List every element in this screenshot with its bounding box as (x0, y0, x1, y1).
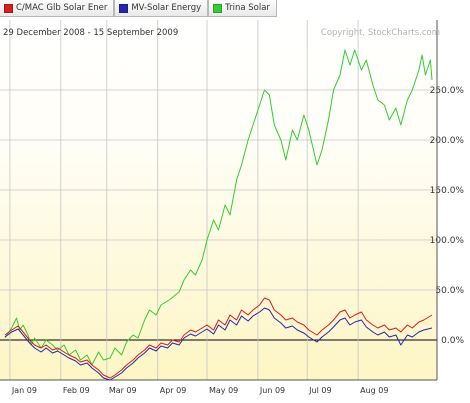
y-tick-label: 50.0% (435, 286, 464, 296)
date-range: 29 December 2008 - 15 September 2009 (3, 28, 179, 38)
legend-item-cmac[interactable]: C/MAC Glb Solar Ener (0, 0, 115, 17)
x-tick-label: May 09 (209, 386, 238, 395)
mv-solar-swatch (119, 3, 129, 13)
cmac-swatch (4, 3, 13, 13)
trina-swatch (213, 3, 223, 13)
x-tick-label: Jul 09 (308, 386, 331, 395)
y-tick-label: 0.0% (441, 336, 464, 346)
x-tick-label: Mar 09 (109, 386, 137, 395)
y-tick-label: 250.0% (430, 86, 465, 96)
series-line-c-mac-glb-solar-ener (4, 297, 433, 379)
legend-label: C/MAC Glb Solar Ener (16, 3, 108, 13)
y-tick-label: 100.0% (430, 236, 465, 246)
legend-label: Trina Solar (225, 3, 270, 13)
x-tick-label: Apr 09 (160, 386, 187, 395)
series-line-trina-solar (4, 49, 433, 366)
x-tick-label: Jun 09 (259, 386, 285, 395)
y-tick-label: 200.0% (430, 136, 465, 146)
legend-item-trina[interactable]: Trina Solar (208, 0, 277, 17)
x-tick-label: Jan 09 (11, 386, 37, 395)
x-tick-label: Aug 09 (360, 386, 388, 395)
legend-item-mv-solar[interactable]: MV-Solar Energy (114, 0, 209, 17)
watermark: Copyright, StockCharts.com (320, 28, 440, 38)
y-tick-label: 150.0% (430, 186, 465, 196)
legend-label: MV-Solar Energy (131, 3, 202, 13)
x-tick-label: Feb 09 (63, 386, 90, 395)
legend: C/MAC Glb Solar Ener MV-Solar Energy Tri… (0, 0, 277, 18)
series-line-mv-solar-energy (4, 307, 433, 381)
